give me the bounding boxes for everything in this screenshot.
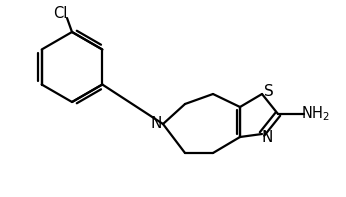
Text: N: N: [150, 116, 162, 132]
Text: S: S: [264, 84, 274, 98]
Text: NH$_2$: NH$_2$: [301, 105, 329, 123]
Text: Cl: Cl: [53, 6, 67, 20]
Text: N: N: [261, 129, 273, 145]
